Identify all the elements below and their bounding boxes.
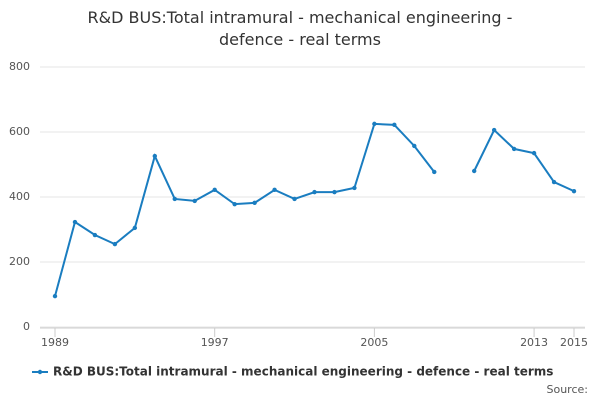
point xyxy=(392,122,397,128)
point xyxy=(132,225,138,231)
point xyxy=(352,185,357,191)
point xyxy=(152,153,158,159)
point xyxy=(52,293,58,299)
series-line xyxy=(54,122,575,297)
x-tick-label: 1997 xyxy=(201,336,229,349)
y-tick-label: 800 xyxy=(9,60,30,73)
x-tick-label: 2015 xyxy=(560,336,588,349)
point xyxy=(471,168,477,174)
point xyxy=(372,121,377,127)
point xyxy=(491,127,497,133)
y-tick-label: 0 xyxy=(23,320,30,333)
legend-label: R&D BUS:Total intramural - mechanical en… xyxy=(53,365,553,379)
point xyxy=(531,150,537,156)
x-tick-label: 2005 xyxy=(360,336,388,349)
point xyxy=(272,187,277,193)
x-tick-label: 2013 xyxy=(520,336,548,349)
y-tick-label: 400 xyxy=(9,190,30,203)
point xyxy=(432,169,437,175)
point xyxy=(292,196,297,202)
point xyxy=(571,188,577,194)
source: Source: xyxy=(547,383,589,396)
point xyxy=(232,201,237,207)
point xyxy=(72,219,78,225)
point xyxy=(172,196,177,202)
point xyxy=(212,187,217,193)
y-tick-label: 200 xyxy=(9,255,30,268)
point xyxy=(551,179,557,185)
point xyxy=(192,198,197,204)
point xyxy=(312,189,317,195)
point xyxy=(112,241,118,247)
y-tick-label: 600 xyxy=(9,125,30,138)
point xyxy=(252,200,257,206)
point xyxy=(511,146,517,152)
point xyxy=(412,143,417,149)
chart-title: R&D BUS:Total intramural - mechanical en… xyxy=(88,8,513,49)
point xyxy=(332,189,337,195)
legend-marker xyxy=(37,369,43,375)
point xyxy=(92,232,98,238)
x-tick-label: 1989 xyxy=(41,336,69,349)
